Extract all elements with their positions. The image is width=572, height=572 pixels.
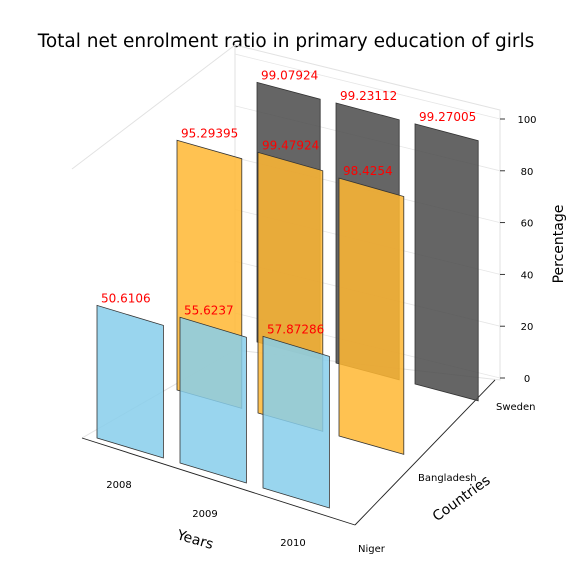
y-tick-label: Bangladesh bbox=[418, 473, 477, 484]
y-axis-line bbox=[354, 379, 496, 526]
data-label: 99.23112 bbox=[340, 89, 397, 103]
y-tick-label: Sweden bbox=[496, 402, 536, 413]
y-tick-label: Niger bbox=[358, 544, 386, 555]
data-label: 57.87286 bbox=[267, 322, 324, 336]
data-label: 98.4254 bbox=[343, 164, 393, 178]
data-label: 99.47924 bbox=[262, 138, 319, 152]
z-tick-label: 60 bbox=[521, 219, 534, 230]
z-tick-label: 100 bbox=[517, 115, 536, 126]
z-tick-label: 80 bbox=[521, 167, 534, 178]
z-tick-label: 0 bbox=[524, 374, 530, 385]
bar-niger-2010 bbox=[262, 335, 330, 509]
x-axis-label: Years bbox=[174, 527, 215, 553]
data-label: 99.07924 bbox=[261, 68, 318, 82]
tick-labels: 0 20 40 60 80 100 Niger Bangladesh Sweden 2008 200… bbox=[106, 115, 536, 555]
x-tick-label: 2010 bbox=[280, 538, 305, 549]
bar-sweden-2010 bbox=[414, 123, 479, 402]
data-label: 99.27005 bbox=[419, 110, 476, 124]
data-label: 50.6106 bbox=[101, 291, 151, 305]
bar-niger-2008 bbox=[96, 304, 164, 459]
bar-niger-2009 bbox=[179, 316, 247, 484]
axes bbox=[81, 118, 505, 526]
x-tick-label: 2008 bbox=[106, 480, 131, 491]
z-gridline bbox=[234, 53, 501, 120]
z-axis-label: Percentage bbox=[551, 205, 567, 284]
x-axis-line bbox=[81, 437, 356, 526]
data-labels: 50.6106 55.6237 57.87286 95.29395 99.47924 98… bbox=[101, 68, 476, 336]
bars bbox=[96, 81, 479, 509]
data-label: 55.6237 bbox=[184, 303, 234, 317]
z-tick-label: 40 bbox=[521, 270, 534, 281]
z-tick-label: 20 bbox=[521, 322, 534, 333]
chart-title: Total net enrolment ratio in primary edu… bbox=[37, 31, 535, 52]
data-label: 95.29395 bbox=[181, 126, 238, 140]
x-tick-label: 2009 bbox=[192, 509, 217, 520]
bar-bangladesh-2010 bbox=[338, 177, 405, 455]
